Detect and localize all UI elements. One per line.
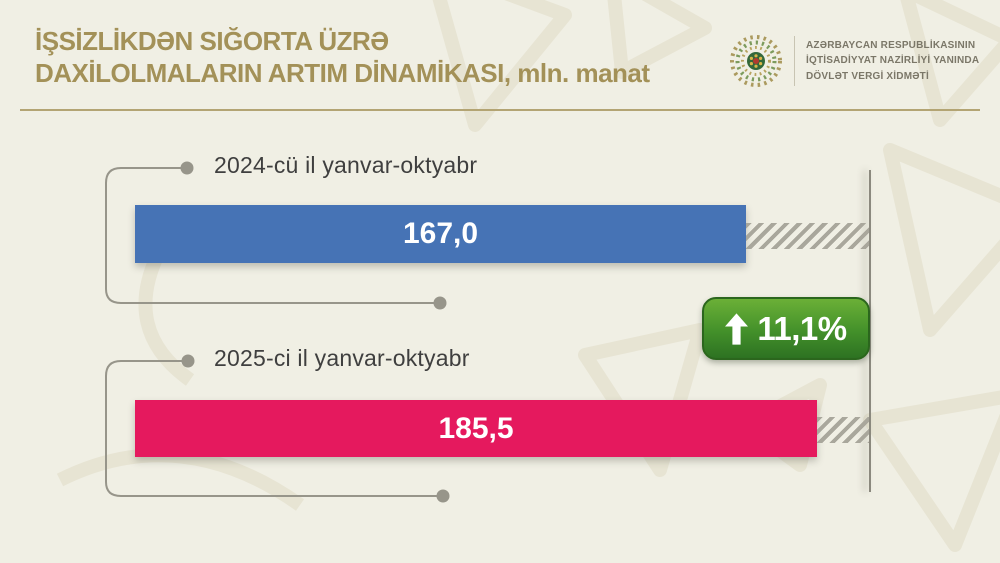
- growth-badge-value: 11,1%: [757, 309, 847, 347]
- bar-2024: 167,0: [135, 205, 746, 263]
- bar-2025-hatch-extension: [817, 417, 869, 443]
- bar-2025: 185,5: [135, 400, 817, 457]
- agency-logo: AZƏRBAYCAN RESPUBLİKASININ İQTİSADİYYAT …: [727, 32, 979, 90]
- page-title-line2: DAXİLOLMALARIN ARTIM DİNAMİKASI, mln. ma…: [35, 57, 650, 88]
- growth-badge: 11,1%: [702, 297, 870, 360]
- bar-label-2025: 2025-ci il yanvar-oktyabr: [214, 345, 470, 371]
- page-title: İŞSİZLİKDƏN SIĞORTA ÜZRƏ DAXİLOLMALARIN …: [35, 26, 650, 89]
- tax-service-emblem-icon: [730, 35, 782, 87]
- agency-name-line1: AZƏRBAYCAN RESPUBLİKASININ: [806, 39, 976, 51]
- agency-name-line3: DÖVLƏT VERGİ XİDMƏTİ: [806, 70, 929, 82]
- arrow-up-icon: [725, 312, 749, 345]
- bar-value-2024: 167,0: [402, 217, 479, 250]
- logo-divider: [794, 36, 795, 86]
- bar-value-2025: 185,5: [438, 411, 514, 445]
- axis-end-line: [869, 170, 871, 492]
- title-underline-rule: [20, 109, 980, 111]
- page-title-line1: İŞSİZLİKDƏN SIĞORTA ÜZRƏ: [35, 26, 389, 56]
- bar-label-2024: 2024-cü il yanvar-oktyabr: [214, 152, 478, 178]
- agency-name: AZƏRBAYCAN RESPUBLİKASININ İQTİSADİYYAT …: [806, 38, 979, 85]
- agency-name-line2: İQTİSADİYYAT NAZİRLİYİ YANINDA: [806, 55, 980, 67]
- bar-2024-hatch-extension: [746, 223, 869, 249]
